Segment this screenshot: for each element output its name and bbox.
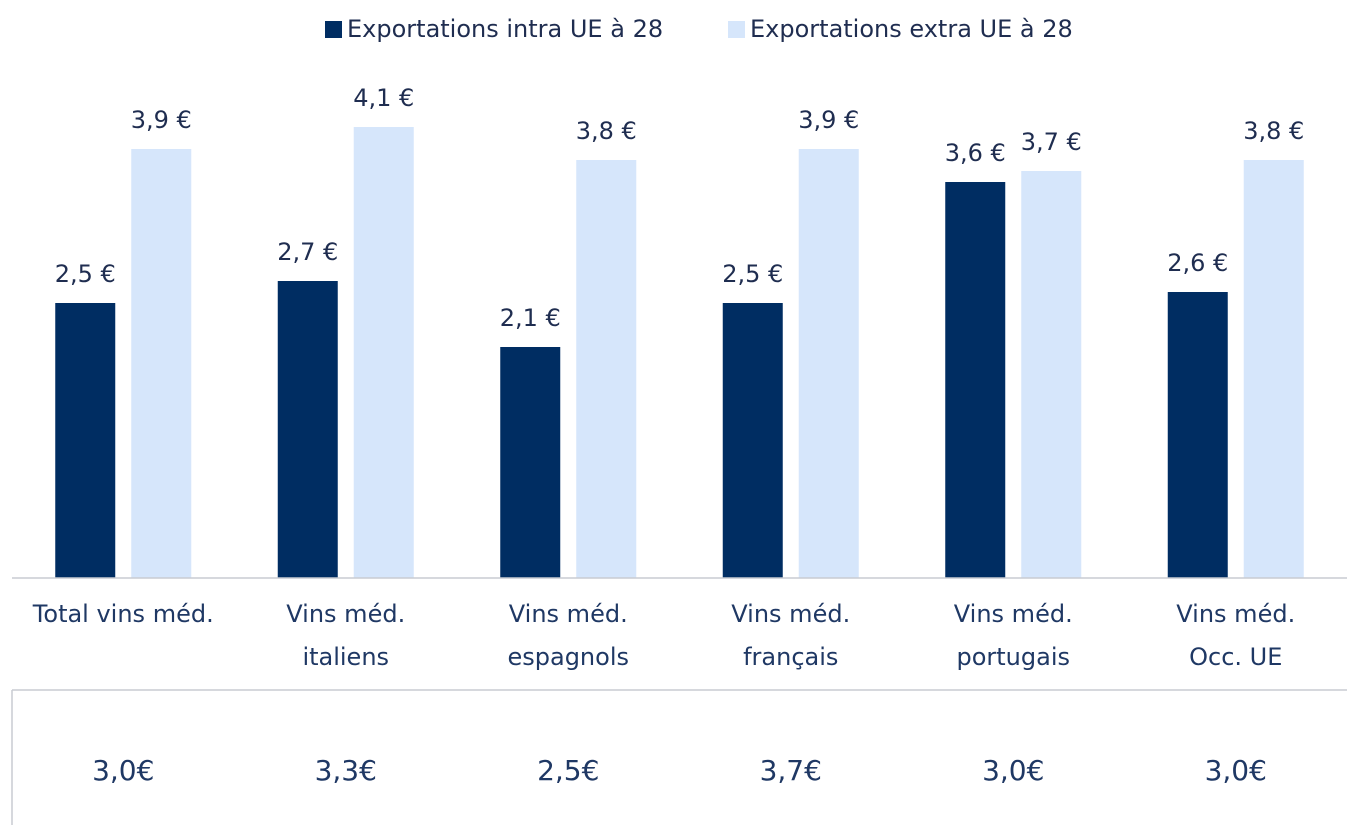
data-label: 3,9 €: [131, 106, 192, 134]
bar: [1243, 160, 1304, 578]
bar: [722, 303, 783, 578]
data-label: 3,8 €: [1243, 117, 1304, 145]
legend-swatch: [728, 21, 745, 38]
data-label: 4,1 €: [353, 84, 414, 112]
legend-label: Exportations intra UE à 28: [347, 15, 663, 43]
data-label: 2,5 €: [722, 260, 783, 288]
x-tick-label: Vins méd. français: [731, 600, 850, 671]
bar: [500, 347, 561, 578]
legend-label: Exportations extra UE à 28: [750, 15, 1073, 43]
data-label: 3,6 €: [945, 139, 1006, 167]
legend-swatch: [325, 21, 342, 38]
bar: [1021, 171, 1082, 578]
bar: [798, 149, 859, 578]
x-tick-label: Vins méd. italiens: [286, 600, 405, 671]
bar: [945, 182, 1006, 578]
x-tick-label: Vins méd. Occ. UE: [1176, 600, 1295, 671]
x-tick-label: Vins méd. espagnols: [507, 600, 629, 671]
data-label: 3,8 €: [576, 117, 637, 145]
data-label: 2,7 €: [277, 238, 338, 266]
bar: [1167, 292, 1228, 578]
table-value: 3,0€: [982, 754, 1044, 787]
data-label: 3,7 €: [1021, 128, 1082, 156]
x-tick-label: Vins méd. portugais: [954, 600, 1073, 671]
table-value: 3,3€: [315, 754, 377, 787]
bar: [131, 149, 192, 578]
bar: [55, 303, 116, 578]
x-tick-label: Total vins méd.: [32, 600, 214, 628]
bar: [353, 127, 414, 578]
table-value: 3,7€: [760, 754, 822, 787]
data-label: 2,1 €: [500, 304, 561, 332]
table-value: 2,5€: [537, 754, 599, 787]
table-value: 3,0€: [92, 754, 154, 787]
data-label: 2,5 €: [55, 260, 116, 288]
bar: [277, 281, 338, 578]
bar: [576, 160, 637, 578]
data-label: 2,6 €: [1167, 249, 1228, 277]
table-value: 3,0€: [1205, 754, 1267, 787]
data-label: 3,9 €: [798, 106, 859, 134]
